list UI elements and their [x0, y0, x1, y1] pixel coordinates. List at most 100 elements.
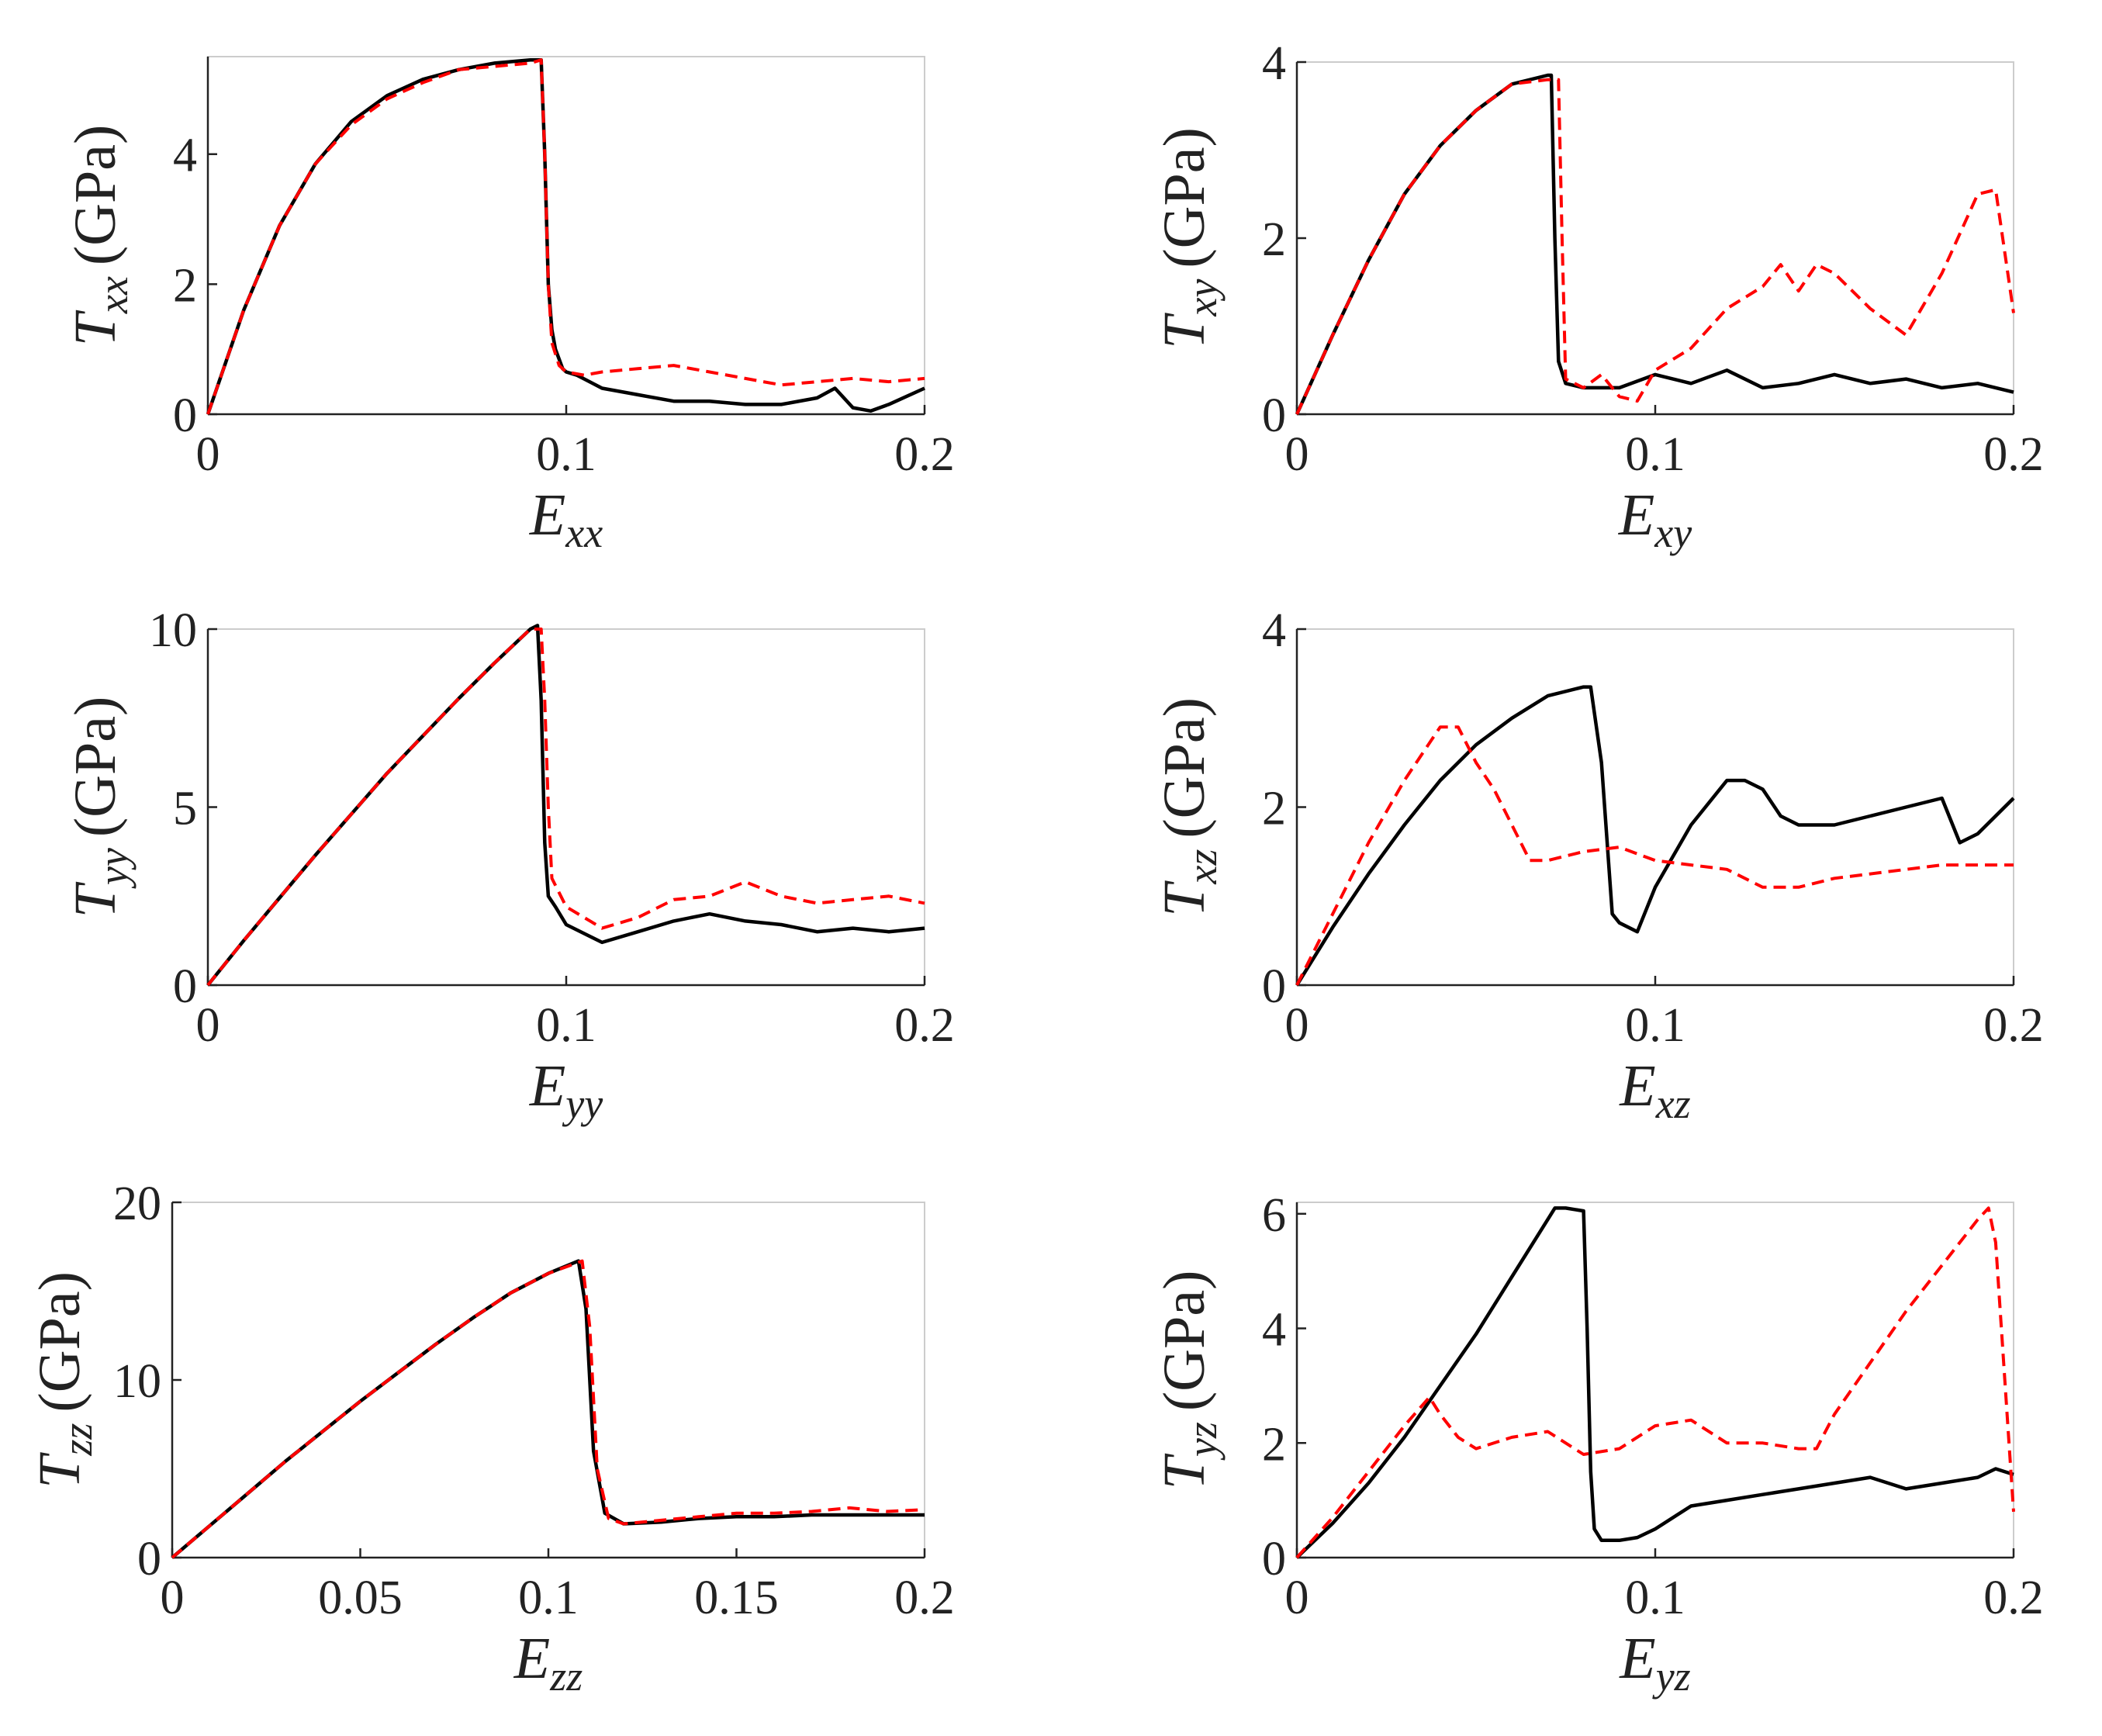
y-axis-label: Tyz (GPa) [1152, 1271, 1226, 1490]
y-tick-label: 0 [1262, 1533, 1286, 1586]
y-tick-label: 0 [173, 960, 197, 1013]
y-axis-label-subscript: yy [90, 848, 137, 889]
x-axis-label-symbol: E [529, 1053, 565, 1119]
x-tick-label: 0.2 [894, 1572, 955, 1624]
x-axis-label: Exx [529, 482, 603, 556]
x-axis-label-subscript: xx [565, 510, 603, 556]
x-tick-label: 0 [161, 1572, 185, 1624]
x-tick-label: 0 [196, 428, 220, 481]
solid-series-line [206, 57, 925, 415]
y-tick-label: 4 [1262, 37, 1286, 90]
y-tick-label: 10 [149, 604, 197, 657]
y-axis-label-unit: (GPa) [1152, 127, 1217, 268]
dashed-series-line [206, 58, 925, 415]
solid-series-line [206, 624, 925, 987]
y-tick-label: 2 [1262, 213, 1286, 266]
solid-series-line [1295, 685, 2015, 987]
x-tick-label: 0.1 [536, 999, 596, 1052]
plot-frame [1296, 61, 2014, 415]
y-tick-label: 6 [1262, 1189, 1286, 1242]
x-tick-label: 0.05 [318, 1572, 403, 1624]
x-tick-label: 0.2 [894, 428, 955, 481]
x-axis-label: Exy [1618, 482, 1692, 556]
x-axis-label-symbol: E [1619, 1053, 1655, 1119]
plot-frame [171, 1202, 925, 1558]
y-axis-label-subscript: zz [54, 1423, 101, 1457]
x-axis-label: Ezz [513, 1626, 583, 1700]
x-axis-label-symbol: E [1619, 1626, 1655, 1691]
x-tick-label: 0.1 [536, 428, 596, 481]
y-tick-label: 4 [173, 130, 197, 182]
x-axis-label-subscript: yz [1652, 1653, 1691, 1700]
x-axis-label-subscript: yy [562, 1081, 603, 1127]
y-axis-label-subscript: yz [1179, 1422, 1226, 1461]
x-axis-label-subscript: zz [549, 1653, 583, 1700]
y-tick-label: 0 [1262, 960, 1286, 1013]
solid-series-line [1295, 1206, 2014, 1559]
plot-frame [207, 56, 925, 415]
y-tick-label: 5 [173, 783, 197, 835]
y-axis-label-symbol: T [1152, 313, 1217, 349]
x-tick-label: 0.1 [1625, 999, 1685, 1052]
x-tick-label: 0.2 [1983, 428, 2044, 481]
y-axis-label: Txz (GPa) [1152, 697, 1226, 917]
dashed-series-line [171, 1259, 925, 1559]
plot-frame [1296, 1202, 2014, 1558]
y-axis-label-symbol: T [27, 1452, 92, 1489]
y-axis-label-symbol: T [63, 310, 128, 346]
x-tick-label: 0.1 [518, 1572, 579, 1624]
x-tick-label: 0.2 [1983, 1572, 2044, 1624]
y-axis-label-symbol: T [1152, 1453, 1217, 1489]
dashed-series-line [1295, 78, 2015, 415]
x-tick-label: 0.2 [1983, 999, 2044, 1052]
y-tick-label: 2 [1262, 1418, 1286, 1471]
y-tick-label: 0 [173, 389, 197, 442]
y-axis-label: Txx (GPa) [63, 125, 137, 347]
solid-series-line [171, 1259, 925, 1559]
chart-panel-1: 0 0.1 0.2 0 2 4 Exx Txx (GPa) [63, 56, 955, 556]
y-tick-label: 20 [113, 1178, 161, 1230]
x-axis-label: Eyz [1619, 1626, 1690, 1700]
x-axis-label-symbol: E [1618, 482, 1654, 548]
y-tick-label: 2 [173, 259, 197, 312]
x-axis-label: Exz [1619, 1053, 1690, 1127]
y-tick-label: 4 [1262, 1304, 1286, 1357]
y-axis-label-unit: (GPa) [63, 697, 128, 838]
x-axis-label-symbol: E [513, 1626, 550, 1691]
y-tick-label: 0 [137, 1533, 161, 1586]
y-axis-label-unit: (GPa) [1152, 697, 1217, 839]
y-tick-label: 10 [113, 1355, 161, 1408]
y-axis-label-unit: (GPa) [63, 125, 128, 266]
y-axis-label-subscript: xy [1179, 279, 1226, 317]
y-axis-label-symbol: T [1152, 880, 1217, 917]
dashed-series-line [206, 628, 925, 987]
y-axis-label-unit: (GPa) [27, 1271, 92, 1413]
x-tick-label: 0 [1285, 999, 1309, 1052]
x-tick-label: 0 [1285, 428, 1309, 481]
y-axis-label-subscript: xx [90, 276, 137, 314]
y-tick-label: 2 [1262, 783, 1286, 835]
x-tick-label: 0.1 [1625, 1572, 1685, 1624]
y-axis-label: Tyy (GPa) [63, 697, 137, 918]
dashed-series-line [1295, 1206, 2015, 1559]
y-axis-label: Txy (GPa) [1152, 127, 1226, 349]
y-axis-label-unit: (GPa) [1152, 1271, 1217, 1412]
y-axis-label: Tzz (GPa) [27, 1271, 101, 1489]
y-tick-label: 4 [1262, 604, 1286, 657]
x-tick-label: 0 [196, 999, 220, 1052]
x-axis-label-subscript: xz [1655, 1081, 1691, 1127]
solid-series-line [1295, 73, 2014, 415]
x-tick-label: 0.15 [694, 1572, 779, 1624]
y-axis-label-symbol: T [63, 881, 128, 918]
dashed-series-line [1295, 725, 2014, 986]
x-tick-label: 0.2 [894, 999, 955, 1052]
x-tick-label: 0 [1285, 1572, 1309, 1624]
x-axis-label: Eyy [529, 1053, 603, 1127]
y-tick-label: 0 [1262, 389, 1286, 442]
